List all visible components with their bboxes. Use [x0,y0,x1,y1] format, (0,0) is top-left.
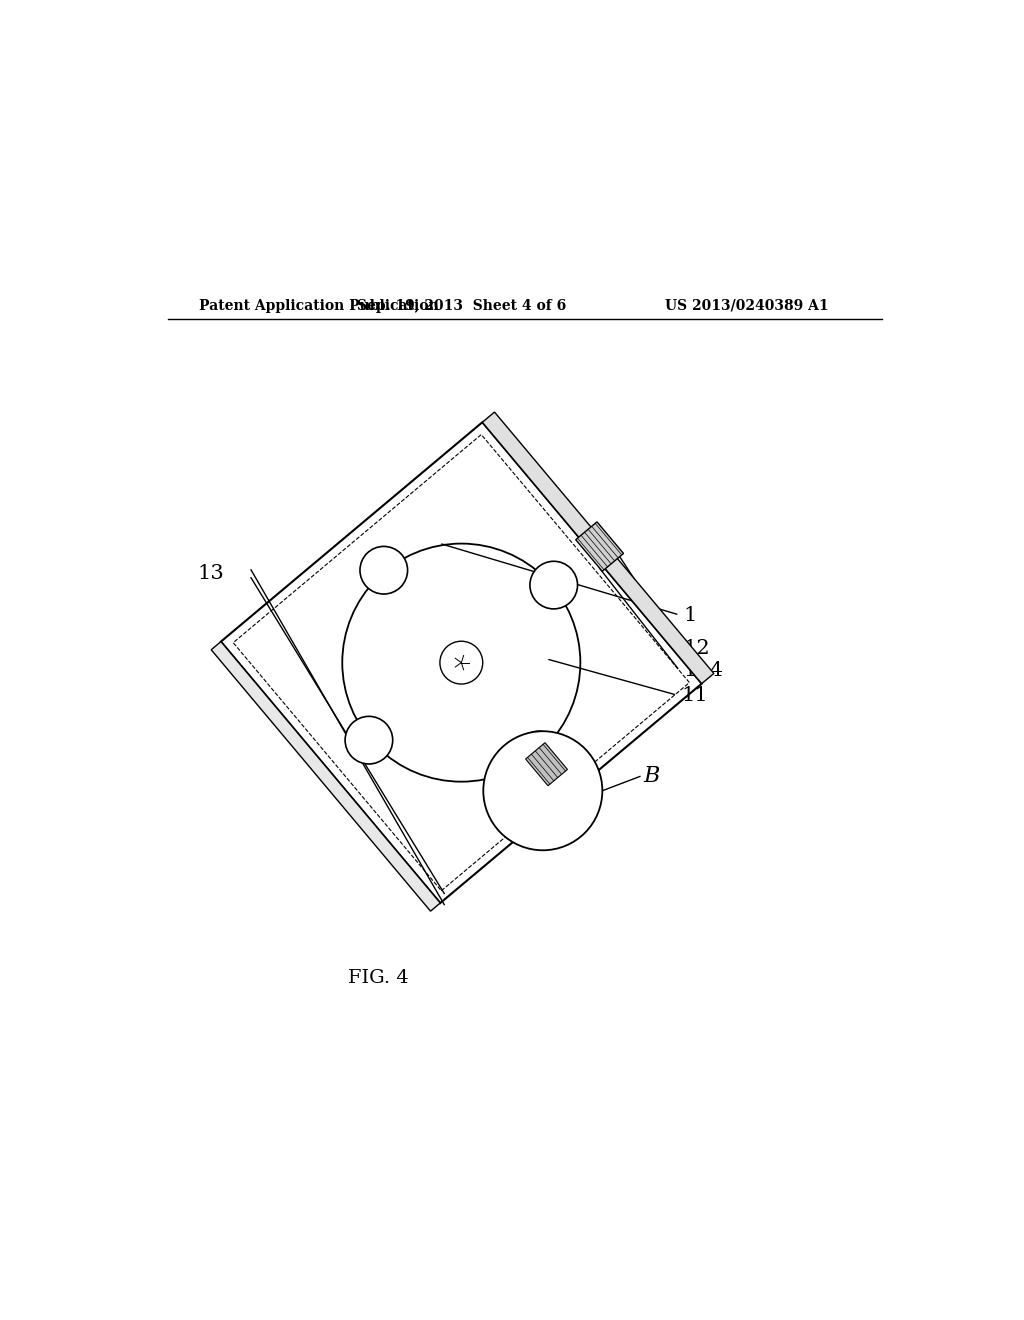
Text: US 2013/0240389 A1: US 2013/0240389 A1 [666,298,828,313]
Polygon shape [525,743,567,785]
Text: 13: 13 [198,564,224,583]
Polygon shape [482,412,714,684]
Text: Sep. 19, 2013  Sheet 4 of 6: Sep. 19, 2013 Sheet 4 of 6 [356,298,566,313]
Text: 11: 11 [681,685,708,705]
Polygon shape [575,521,624,572]
Polygon shape [211,642,440,911]
Text: 1: 1 [684,606,697,624]
Circle shape [360,546,408,594]
Text: 114: 114 [684,661,724,680]
Circle shape [345,717,393,764]
Text: Patent Application Publication: Patent Application Publication [200,298,439,313]
Text: 12: 12 [684,639,711,657]
Text: B: B [644,766,660,788]
Text: FIG. 4: FIG. 4 [347,969,409,986]
Circle shape [515,731,562,779]
Circle shape [483,731,602,850]
Circle shape [529,561,578,609]
